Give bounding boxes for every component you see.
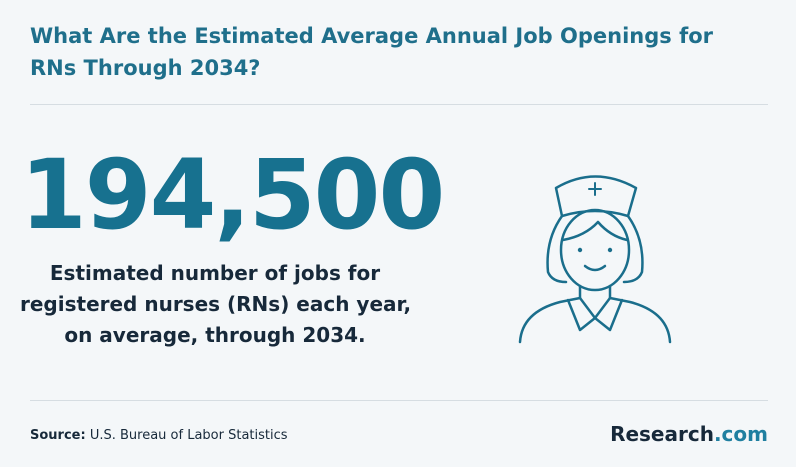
source-label: Source:	[30, 428, 86, 443]
divider	[30, 400, 768, 401]
stat-description: Estimated number of jobs for registered …	[20, 258, 412, 351]
description-line: on average, through 2034.	[64, 323, 366, 347]
source-text: U.S. Bureau of Labor Statistics	[89, 428, 288, 443]
brand: Research.com	[610, 422, 768, 446]
title: What Are the Estimated Average Annual Jo…	[30, 24, 714, 80]
description-line: registered nurses (RNs) each year,	[20, 292, 412, 316]
divider	[30, 104, 768, 105]
description-line: Estimated number of jobs for	[49, 261, 381, 285]
brand-suffix: .com	[713, 422, 768, 446]
stat-value: 194,500	[20, 139, 445, 251]
source: Source: U.S. Bureau of Labor Statistics	[30, 428, 288, 443]
brand-name: Research	[610, 422, 714, 446]
nurse-icon	[518, 175, 672, 344]
